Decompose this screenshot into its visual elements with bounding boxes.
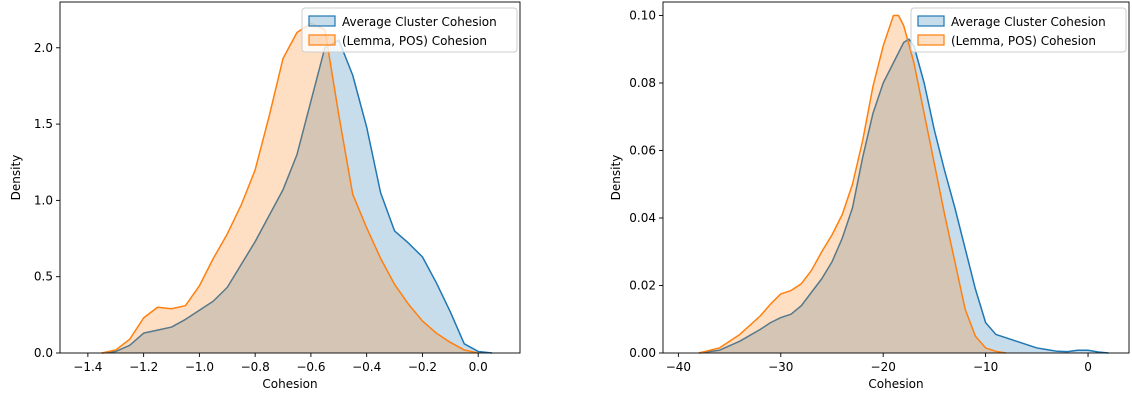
- y-tick-label: 0.00: [629, 346, 656, 360]
- x-tick-label: 0: [1084, 360, 1092, 374]
- x-tick-label: −30: [768, 360, 793, 374]
- legend: Average Cluster Cohesion (Lemma, POS) Coh…: [301, 7, 518, 53]
- y-tick-label: 0.02: [629, 279, 656, 293]
- x-axis-label: Cohesion: [262, 377, 317, 391]
- series-line-1: [101, 39, 493, 354]
- legend-label-1: Average Cluster Cohesion: [342, 15, 497, 29]
- x-axis-label: Cohesion: [868, 377, 923, 391]
- legend-swatch-2: [917, 34, 945, 46]
- x-tick-label: −20: [871, 360, 896, 374]
- y-tick-label: 0.10: [629, 9, 656, 23]
- legend-label-1: Average Cluster Cohesion: [951, 15, 1106, 29]
- y-tick-label: 0.08: [629, 76, 656, 90]
- y-tick-label: 1.0: [34, 193, 53, 207]
- legend-swatch-1: [308, 15, 336, 27]
- legend-box: [301, 7, 518, 53]
- y-tick-label: 0.04: [629, 211, 656, 225]
- y-axis-label: Density: [609, 155, 623, 201]
- x-tick-label: −40: [666, 360, 691, 374]
- series-fill-1: [698, 39, 1109, 353]
- axes-frame: [59, 1, 521, 354]
- x-tick-label: −1.4: [73, 360, 102, 374]
- legend-swatch-2: [308, 34, 336, 46]
- series-fill-2: [101, 23, 479, 354]
- axes-frame: [662, 1, 1130, 354]
- y-tick-label: 0.0: [34, 346, 53, 360]
- x-tick-label: 0.0: [469, 360, 488, 374]
- x-tick-label: −1.2: [129, 360, 158, 374]
- x-tick-label: −10: [973, 360, 998, 374]
- x-tick-label: −0.4: [352, 360, 381, 374]
- chart-2: −40 −30 −20 −10 0 0.00 0.02 0.04 0.06 0.08 0.10 Coh…: [609, 1, 1130, 391]
- legend-box: [910, 7, 1127, 53]
- y-tick-label: 0.06: [629, 144, 656, 158]
- legend-label-2: (Lemma, POS) Cohesion: [342, 34, 487, 48]
- series-line-2: [698, 14, 1007, 354]
- y-tick-label: 1.5: [34, 117, 53, 131]
- legend-swatch-1: [917, 15, 945, 27]
- x-tick-label: −1.0: [185, 360, 214, 374]
- y-axis-label: Density: [9, 155, 23, 201]
- legend: Average Cluster Cohesion (Lemma, POS) Coh…: [910, 7, 1127, 53]
- legend-label-2: (Lemma, POS) Cohesion: [951, 34, 1096, 48]
- series-fill-1: [101, 40, 493, 354]
- y-tick-label: 2.0: [34, 41, 53, 55]
- y-tick-label: 0.5: [34, 270, 53, 284]
- x-tick-label: −0.8: [241, 360, 270, 374]
- x-tick-label: −0.2: [408, 360, 437, 374]
- x-tick-label: −0.6: [296, 360, 325, 374]
- series-line-2: [101, 22, 479, 354]
- chart-1: −1.4 −1.2 −1.0 −0.8 −0.6 −0.4 −0.2 0.0 0.0 0.5 1.0…: [9, 1, 521, 391]
